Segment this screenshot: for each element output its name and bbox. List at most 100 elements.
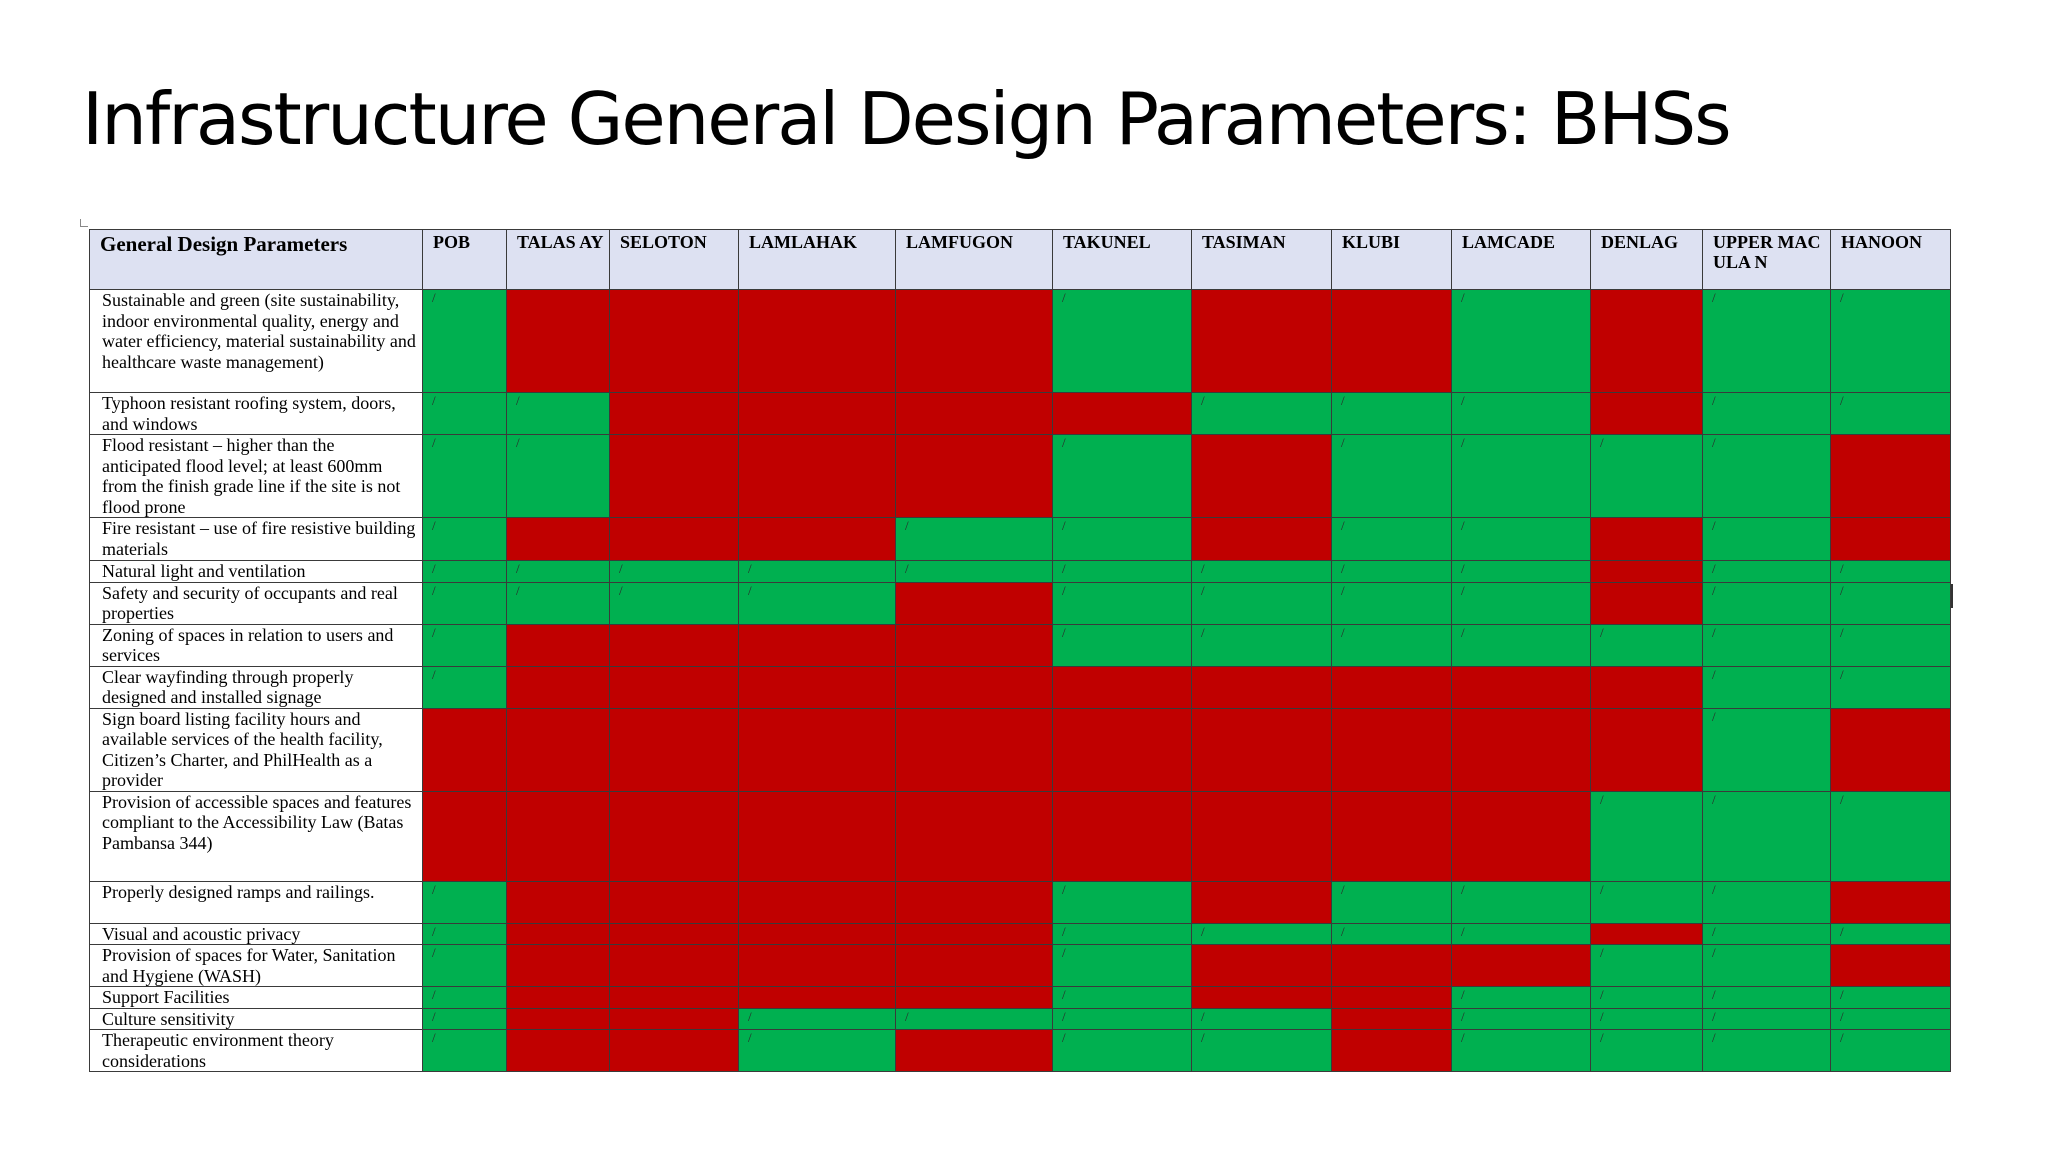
status-cell-compliant: / [1702,880,1831,924]
status-cell-noncompliant [1331,1029,1452,1072]
check-mark: / [516,435,520,450]
status-cell-compliant: / [1052,517,1192,561]
status-cell-compliant: / [422,1029,507,1072]
check-mark: / [432,561,436,576]
table-row: Culture sensitivity / / / / / / / / / [89,1007,1951,1030]
check-mark: / [1201,624,1205,640]
status-cell-noncompliant [1590,560,1703,583]
status-cell-noncompliant [895,922,1053,945]
status-cell-noncompliant [738,880,896,924]
status-cell-noncompliant [506,986,610,1009]
check-mark: / [1341,393,1345,408]
check-mark: / [748,561,752,576]
check-mark: / [1062,582,1066,598]
status-cell-compliant: / [895,1007,1053,1030]
status-cell-compliant: / [1830,1029,1951,1072]
status-cell-compliant: / [1331,517,1452,561]
status-cell-compliant: / [422,665,507,709]
column-header-hanoon: HANOON [1830,229,1951,290]
check-mark: / [432,393,436,408]
status-cell-noncompliant [506,790,610,882]
check-mark: / [516,561,520,576]
status-cell-noncompliant [1191,986,1332,1009]
status-cell-compliant: / [895,517,1053,561]
check-mark: / [1062,987,1066,1002]
table-row: Flood resistant – higher than the antici… [89,434,1951,518]
check-mark: / [432,435,436,450]
check-mark: / [905,1008,909,1024]
parameter-label: Flood resistant – higher than the antici… [89,434,423,518]
check-mark: / [1712,290,1716,305]
check-mark: / [1600,791,1604,807]
status-cell-compliant: / [1830,1007,1951,1030]
status-cell-compliant: / [1331,434,1452,518]
status-cell-noncompliant [609,790,739,882]
status-cell-compliant: / [1590,623,1703,667]
status-cell-compliant: / [422,922,507,945]
status-cell-noncompliant [1830,434,1951,518]
status-cell-compliant: / [1702,986,1831,1009]
status-cell-compliant: / [1331,581,1452,625]
status-cell-noncompliant [1830,707,1951,792]
status-cell-noncompliant [738,623,896,667]
check-mark: / [748,582,752,598]
table-body: Sustainable and green (site sustainabili… [89,289,1951,1072]
status-cell-compliant: / [1052,986,1192,1009]
status-cell-compliant: / [1702,581,1831,625]
slide-title: Infrastructure General Design Parameters… [82,77,1732,161]
status-cell-compliant: / [1702,944,1831,987]
status-cell-noncompliant [1331,1007,1452,1030]
status-cell-compliant: / [1331,623,1452,667]
status-cell-noncompliant [609,1029,739,1072]
status-cell-noncompliant [1590,581,1703,625]
check-mark: / [432,1008,436,1024]
check-mark: / [1062,518,1066,533]
status-cell-noncompliant [609,707,739,792]
status-cell-compliant: / [1451,392,1591,435]
check-mark: / [1712,945,1716,960]
check-mark: / [1461,987,1465,1002]
column-header-denlag: DENLAG [1590,229,1703,290]
status-cell-compliant: / [609,581,739,625]
status-cell-noncompliant [738,434,896,518]
check-mark: / [1600,435,1604,450]
status-cell-compliant: / [1590,1007,1703,1030]
status-cell-compliant: / [1451,922,1591,945]
status-cell-noncompliant [506,922,610,945]
status-cell-compliant: / [422,392,507,435]
status-cell-compliant: / [1052,289,1192,393]
check-mark: / [1712,393,1716,408]
check-mark: / [1712,582,1716,598]
parameter-label: Safety and security of occupants and rea… [89,581,423,625]
parameter-label: Fire resistant – use of fire resistive b… [89,517,423,561]
check-mark: / [1341,561,1345,576]
status-cell-compliant: / [1830,560,1951,583]
check-mark: / [1461,1030,1465,1045]
status-cell-compliant: / [1331,880,1452,924]
check-mark: / [1461,435,1465,450]
status-cell-compliant: / [1451,581,1591,625]
status-cell-compliant: / [1052,1029,1192,1072]
status-cell-noncompliant [1590,922,1703,945]
check-mark: / [1600,1008,1604,1024]
status-cell-compliant: / [422,517,507,561]
check-mark: / [1712,666,1716,682]
status-cell-compliant: / [422,944,507,987]
status-cell-noncompliant [506,289,610,393]
check-mark: / [1062,1008,1066,1024]
check-mark: / [1600,624,1604,640]
status-cell-noncompliant [1191,289,1332,393]
status-cell-noncompliant [1451,790,1591,882]
column-header-lamlahak: LAMLAHAK [738,229,896,290]
status-cell-compliant: / [422,986,507,1009]
status-cell-compliant: / [1052,434,1192,518]
check-mark: / [1840,290,1844,305]
status-cell-compliant: / [1451,289,1591,393]
status-cell-noncompliant [1052,392,1192,435]
status-cell-noncompliant [1052,665,1192,709]
status-cell-noncompliant [1052,790,1192,882]
status-cell-noncompliant [609,623,739,667]
parameter-label: Provision of spaces for Water, Sanitatio… [89,944,423,987]
status-cell-compliant: / [738,1029,896,1072]
table-row: Therapeutic environment theory considera… [89,1029,1951,1072]
